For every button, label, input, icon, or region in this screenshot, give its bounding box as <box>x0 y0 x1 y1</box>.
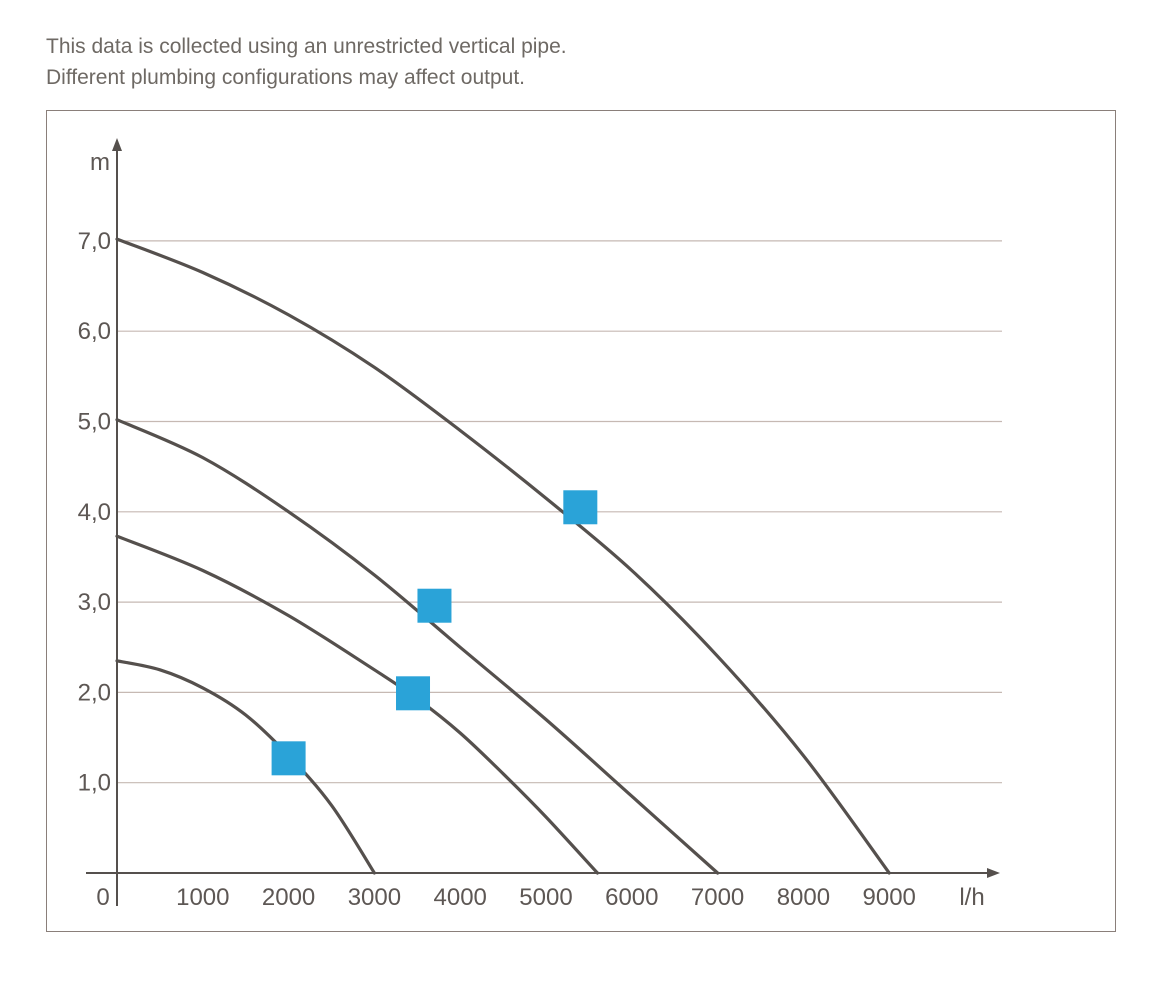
operating-point-marker <box>271 741 306 776</box>
chart-frame <box>46 110 1116 932</box>
performance-curve-1 <box>115 659 376 875</box>
y-tick-label: 6,0 <box>78 318 111 345</box>
x-tick-label: 8000 <box>777 884 830 911</box>
performance-curve-3 <box>115 418 720 875</box>
x-tick-label: 2000 <box>262 884 315 911</box>
performance-curves <box>115 237 891 875</box>
x-tick-label: 5000 <box>519 884 572 911</box>
operating-point-marker <box>417 588 452 623</box>
y-tick-label: 4,0 <box>78 499 111 526</box>
operating-point-markers <box>271 490 598 776</box>
y-tick-label: 7,0 <box>78 228 111 255</box>
x-tick-label: 3000 <box>348 884 401 911</box>
y-tick-label: 3,0 <box>78 589 111 616</box>
grid-lines <box>117 240 1002 784</box>
note-line-1: This data is collected using an unrestri… <box>46 35 567 58</box>
y-tick-label: 2,0 <box>78 679 111 706</box>
axes: l/h m 0 <box>86 138 1000 911</box>
x-tick-label: 4000 <box>434 884 487 911</box>
x-tick-label: 1000 <box>176 884 229 911</box>
tick-labels: 1000 2000 3000 4000 5000 6000 7000 8000 9000 1,0 2… <box>78 228 916 911</box>
origin-label: 0 <box>96 884 109 911</box>
y-axis-label: m <box>90 149 110 176</box>
operating-point-marker <box>396 676 431 711</box>
y-tick-label: 5,0 <box>78 409 111 436</box>
note-line-2: Different plumbing configurations may af… <box>46 66 526 89</box>
x-axis-arrow-icon <box>987 868 1000 878</box>
performance-curve-2 <box>115 534 600 875</box>
x-axis-label: l/h <box>959 884 984 911</box>
x-tick-label: 9000 <box>863 884 916 911</box>
operating-point-marker <box>563 490 598 525</box>
performance-curve-4 <box>115 237 891 875</box>
x-tick-label: 7000 <box>691 884 744 911</box>
y-tick-label: 1,0 <box>78 770 111 797</box>
x-tick-label: 6000 <box>605 884 658 911</box>
data-note: This data is collected using an unrestri… <box>46 31 1046 93</box>
y-axis-arrow-icon <box>112 138 122 151</box>
